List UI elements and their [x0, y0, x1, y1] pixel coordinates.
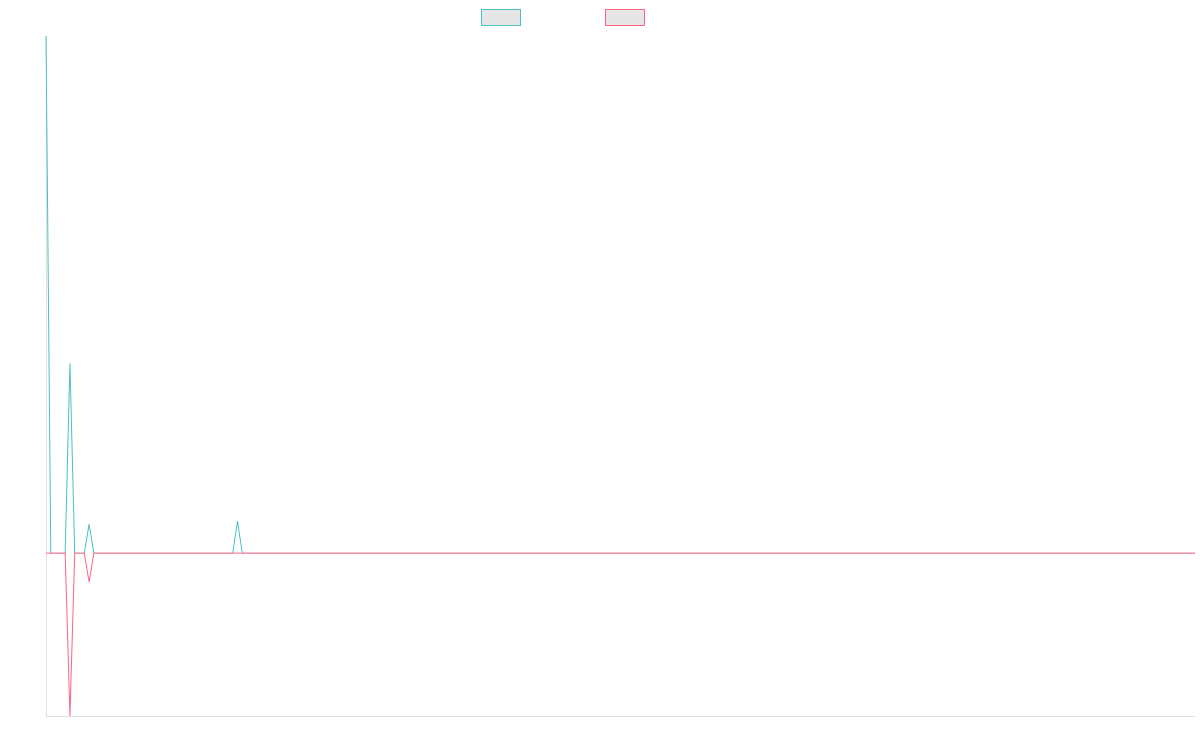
- series-line: [46, 552, 1195, 717]
- legend-swatch: [481, 9, 521, 26]
- legend-swatch: [605, 9, 645, 26]
- series-line: [45, 35, 1195, 554]
